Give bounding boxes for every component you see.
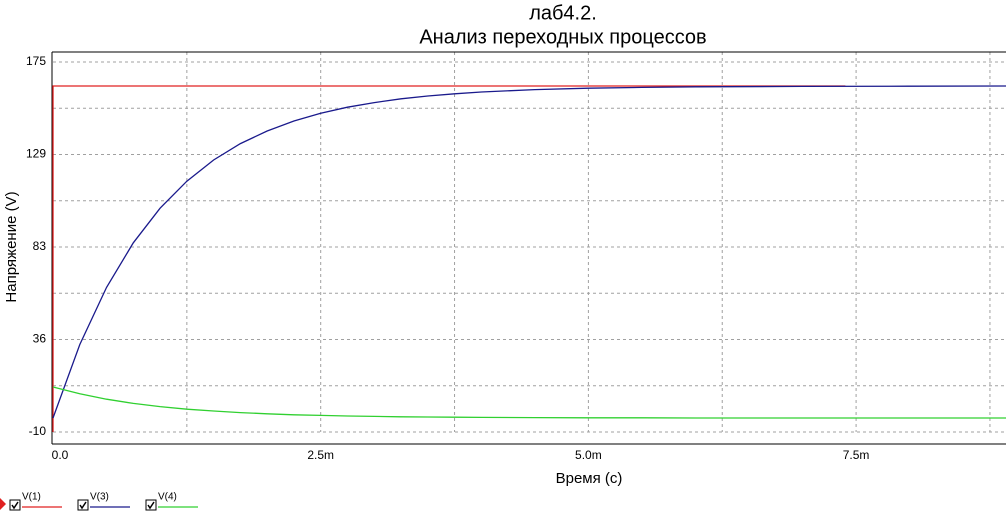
- x-tick-label: 0.0: [52, 448, 69, 462]
- y-tick-label: 129: [26, 147, 46, 161]
- series-line: [52, 85, 846, 432]
- x-tick-label: 2.5m: [307, 448, 334, 462]
- legend-checkbox[interactable]: [145, 499, 157, 511]
- x-axis-label: Время (с): [556, 470, 623, 487]
- legend-cursor: [0, 498, 6, 510]
- x-tick-label: 7.5m: [843, 448, 870, 462]
- y-axis-label: Напряжение (V): [3, 191, 20, 302]
- y-tick-label: -10: [29, 424, 47, 438]
- legend-label: V(3): [90, 492, 109, 503]
- legend-checkbox[interactable]: [77, 499, 89, 511]
- y-tick-label: 83: [33, 239, 47, 253]
- legend-label: V(4): [158, 492, 177, 503]
- legend-check: [11, 501, 19, 510]
- series-line: [52, 386, 1006, 419]
- y-tick-label: 36: [33, 332, 47, 346]
- x-tick-label: 5.0m: [575, 448, 602, 462]
- legend-check: [147, 501, 155, 510]
- chart-title: лаб4.2.: [529, 2, 597, 24]
- legend-check: [79, 501, 87, 510]
- y-tick-label: 175: [26, 54, 46, 68]
- chart-subtitle: Анализ переходных процессов: [419, 26, 706, 48]
- legend-label: V(1): [22, 492, 41, 503]
- series-line: [52, 85, 1006, 419]
- legend-checkbox[interactable]: [9, 499, 21, 511]
